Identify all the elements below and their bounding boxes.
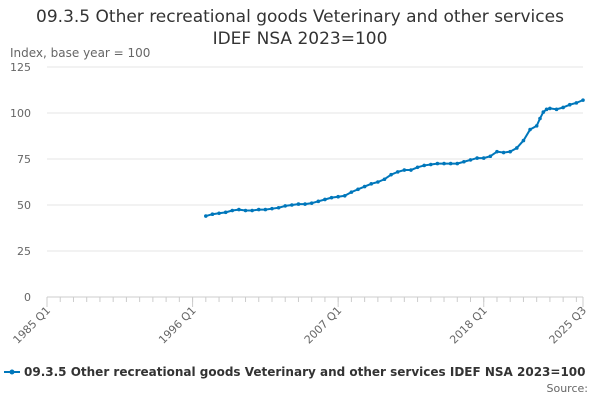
y-tick-label: 100 (10, 107, 31, 120)
data-point[interactable] (342, 194, 347, 198)
data-point[interactable] (369, 182, 374, 186)
data-point[interactable] (376, 180, 380, 184)
y-tick-label: 25 (17, 245, 31, 258)
data-point[interactable] (336, 194, 340, 199)
source-label: Source: (547, 382, 589, 395)
data-point[interactable] (528, 127, 532, 132)
data-point[interactable] (422, 163, 426, 168)
data-point[interactable] (389, 172, 393, 177)
data-point[interactable] (508, 149, 513, 154)
data-point[interactable] (554, 107, 559, 112)
data-point[interactable] (495, 149, 499, 154)
data-point[interactable] (488, 154, 493, 159)
x-tick-label: 2018 Q1 (447, 304, 490, 347)
data-point[interactable] (382, 177, 387, 182)
data-point[interactable] (567, 102, 572, 107)
series-line[interactable] (205, 99, 584, 218)
data-point[interactable] (223, 210, 228, 215)
data-point[interactable] (521, 138, 526, 143)
data-point[interactable] (574, 101, 579, 105)
data-point[interactable] (402, 168, 407, 172)
data-point[interactable] (303, 202, 307, 206)
data-point[interactable] (296, 202, 301, 206)
data-point[interactable] (309, 201, 314, 205)
data-point[interactable] (538, 116, 542, 121)
x-tick-label: 2025 Q3 (547, 304, 590, 347)
grid (47, 66, 583, 298)
data-point[interactable] (534, 124, 539, 128)
data-point[interactable] (435, 161, 440, 166)
data-point[interactable] (429, 162, 433, 167)
data-point[interactable] (442, 161, 446, 166)
y-axis-ticks: 0 25 50 75 100 125 (10, 61, 31, 304)
x-tick-label: 1996 Q1 (156, 304, 199, 347)
series-group (204, 98, 585, 218)
data-point[interactable] (561, 105, 565, 110)
chart-title-line-2: IDEF NSA 2023=100 (213, 29, 388, 49)
data-point[interactable] (468, 158, 473, 162)
data-point[interactable] (448, 161, 453, 166)
data-point[interactable] (544, 107, 549, 112)
data-point[interactable] (256, 207, 261, 212)
data-point[interactable] (475, 156, 479, 160)
data-point[interactable] (481, 156, 486, 160)
data-point[interactable] (283, 204, 288, 208)
data-point[interactable] (329, 195, 334, 200)
data-point[interactable] (501, 150, 506, 155)
data-point[interactable] (581, 98, 585, 102)
data-point[interactable] (270, 206, 274, 211)
legend-label[interactable]: 09.3.5 Other recreational goods Veterina… (24, 365, 586, 379)
data-point[interactable] (323, 197, 327, 202)
chart-title-line-1: 09.3.5 Other recreational goods Veterina… (36, 7, 564, 27)
y-tick-label: 125 (10, 61, 31, 74)
data-point[interactable] (362, 184, 367, 189)
data-point[interactable] (455, 161, 460, 166)
data-point[interactable] (230, 208, 235, 213)
data-point[interactable] (395, 170, 400, 174)
y-axis-label: Index, base year = 100 (10, 46, 150, 60)
data-point[interactable] (515, 146, 519, 150)
data-point[interactable] (462, 159, 466, 164)
data-point[interactable] (263, 207, 268, 212)
legend[interactable]: 09.3.5 Other recreational goods Veterina… (4, 365, 586, 379)
data-point[interactable] (409, 168, 413, 172)
data-point[interactable] (316, 199, 321, 204)
data-point[interactable] (541, 110, 546, 114)
y-tick-label: 0 (24, 291, 31, 304)
data-point[interactable] (290, 203, 294, 207)
data-point[interactable] (548, 106, 552, 111)
data-point[interactable] (415, 165, 420, 170)
x-axis-ticks: 1985 Q1 1996 Q1 2007 Q1 2018 Q1 2025 Q3 (11, 297, 590, 347)
data-point[interactable] (204, 214, 208, 218)
data-point[interactable] (217, 211, 221, 216)
x-tick-label: 2007 Q1 (302, 304, 345, 347)
data-point[interactable] (210, 212, 215, 216)
y-tick-label: 50 (17, 199, 31, 212)
data-point[interactable] (276, 205, 281, 210)
legend-marker-icon (9, 369, 15, 375)
data-point[interactable] (243, 208, 248, 213)
x-tick-label: 1985 Q1 (11, 304, 54, 347)
data-point[interactable] (356, 187, 360, 192)
data-point[interactable] (250, 208, 254, 213)
data-point[interactable] (349, 190, 354, 194)
y-tick-label: 75 (17, 153, 31, 166)
data-point[interactable] (237, 207, 241, 212)
